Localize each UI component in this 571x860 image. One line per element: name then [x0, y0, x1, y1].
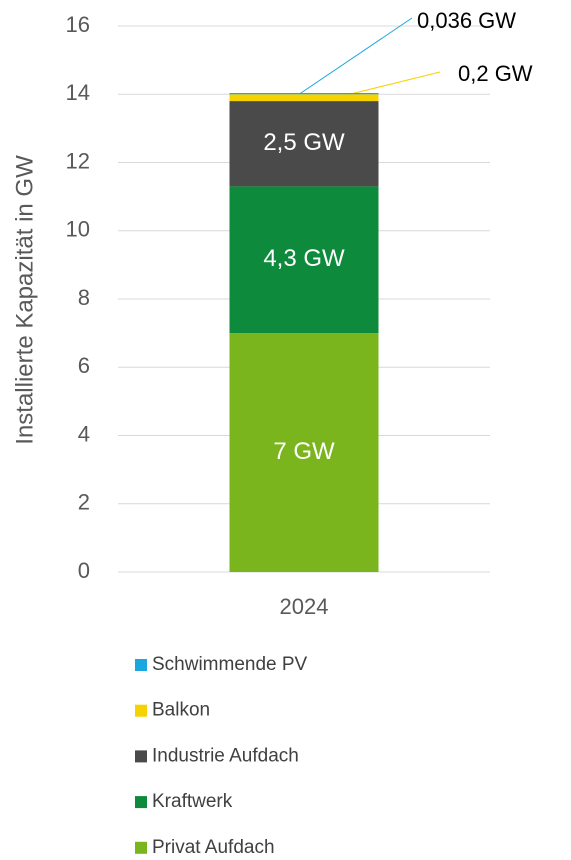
- data-label: 2,5 GW: [263, 129, 345, 156]
- legend-label: Kraftwerk: [152, 791, 233, 812]
- legend-swatch: [135, 750, 147, 763]
- data-label: 7 GW: [273, 438, 335, 465]
- callout-line: [299, 17, 413, 95]
- bar-segment: [229, 93, 379, 95]
- legend-swatch: [135, 841, 147, 854]
- legend-label: Schwimmende PV: [152, 654, 308, 675]
- y-tick-label: 12: [66, 148, 90, 173]
- y-tick-label: 4: [78, 421, 90, 446]
- y-tick-label: 14: [66, 80, 90, 105]
- y-tick-label: 2: [78, 490, 90, 515]
- legend-swatch: [135, 704, 147, 717]
- legend-label: Industrie Aufdach: [152, 745, 299, 766]
- data-label: 0,036 GW: [417, 8, 516, 33]
- y-tick-label: 0: [78, 558, 90, 583]
- legend-swatch: [135, 796, 147, 809]
- x-tick-label: 2024: [280, 594, 329, 619]
- data-label: 4,3 GW: [263, 245, 345, 272]
- bar-segment: [229, 333, 379, 572]
- y-tick-label: 8: [78, 285, 90, 310]
- legend-label: Balkon: [152, 700, 210, 721]
- y-axis-label: Installierte Kapazität in GW: [11, 155, 38, 445]
- bar-segment: [229, 186, 379, 334]
- bar-segment: [229, 94, 379, 102]
- legend-label: Privat Aufdach: [152, 837, 275, 858]
- y-tick-label: 16: [66, 12, 90, 37]
- legend-swatch: [135, 659, 147, 671]
- data-label: 0,2 GW: [458, 61, 533, 86]
- y-tick-label: 6: [78, 353, 90, 378]
- bar-segment: [229, 101, 379, 187]
- y-tick-label: 10: [66, 217, 90, 242]
